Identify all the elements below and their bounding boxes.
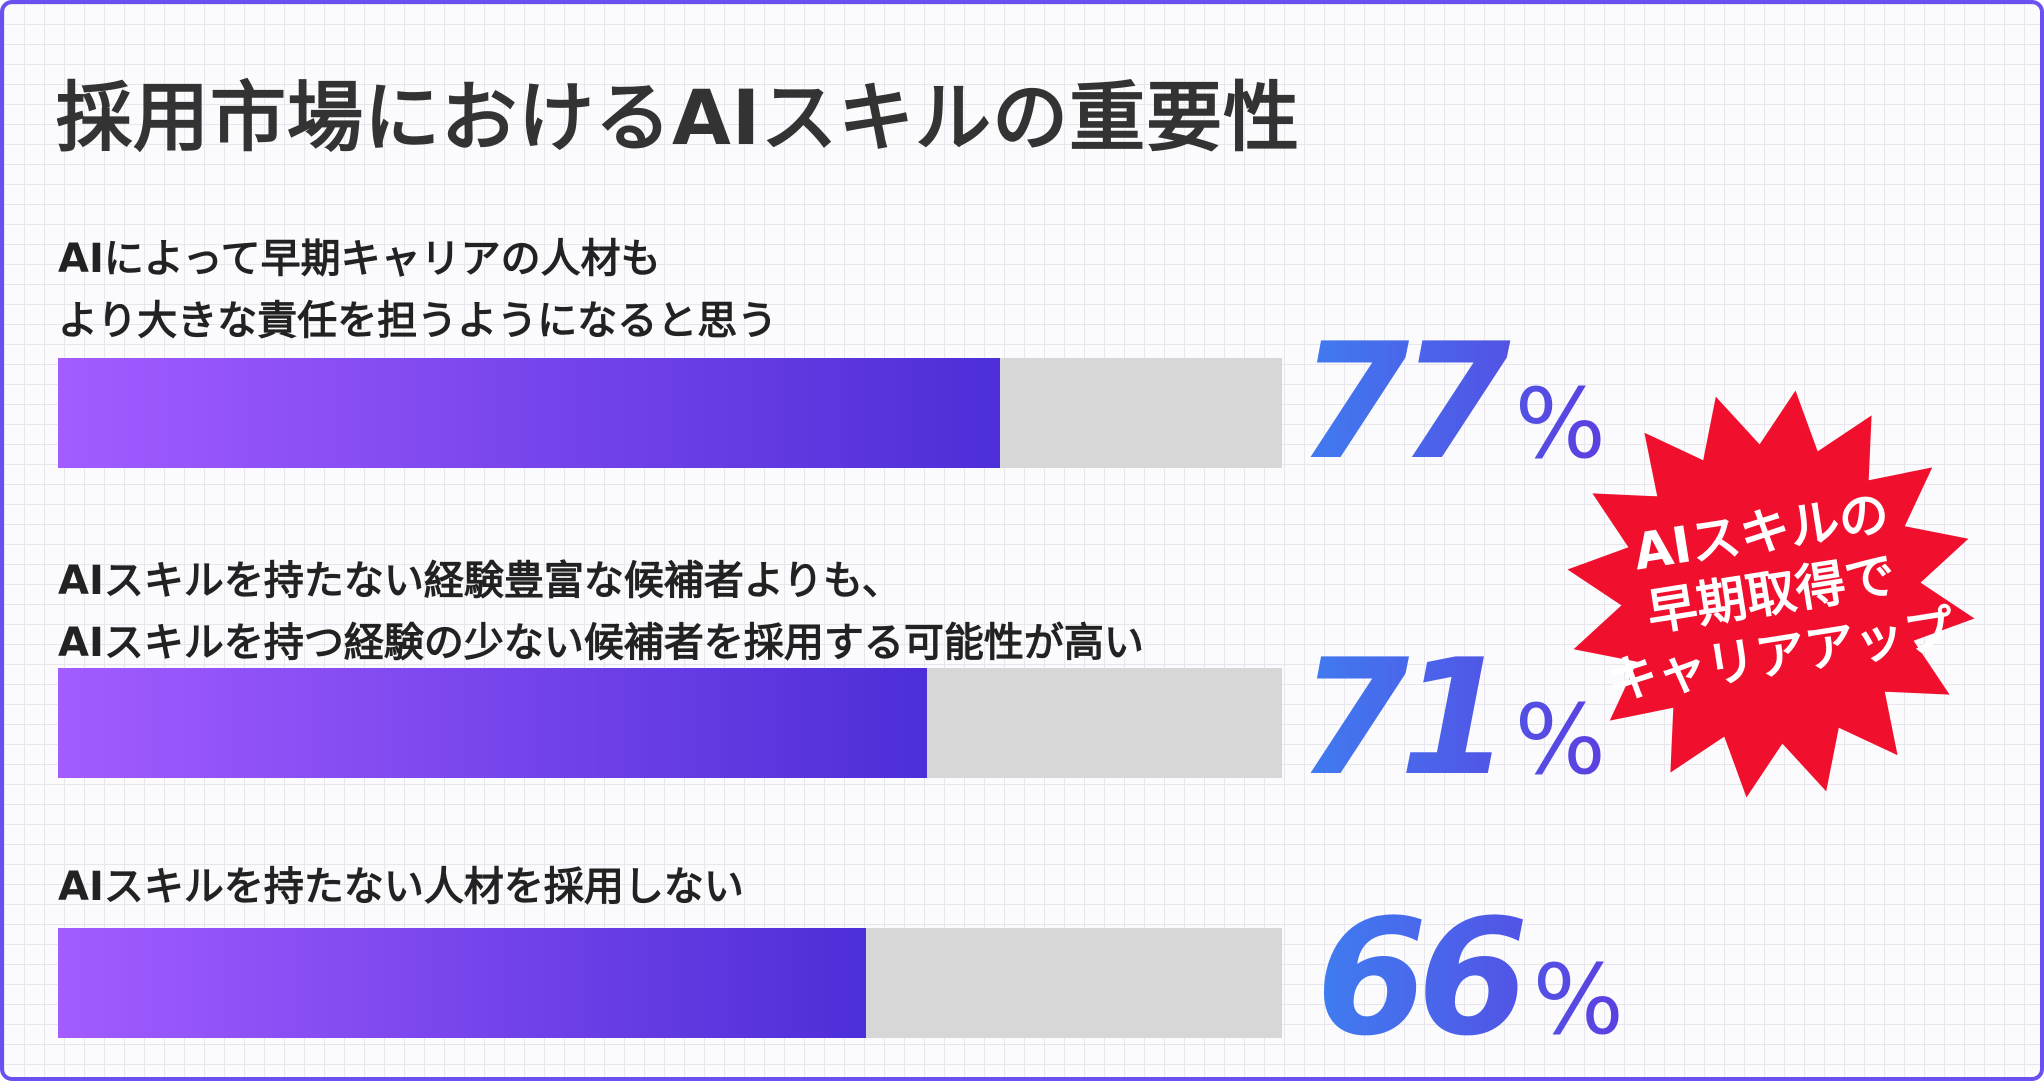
chart-title: 採用市場におけるAIスキルの重要性 (56, 73, 1301, 162)
badge-text: AIスキルの 早期取得で キャリアアップ (1526, 353, 2016, 835)
bar-label-2-line-1: AIスキルを持たない経験豊富な候補者よりも、 (58, 558, 902, 604)
bar-track-1 (58, 358, 1282, 468)
bar-value-3-number: 66 (1316, 884, 1519, 1071)
bar-track-3 (58, 928, 1282, 1038)
bar-label-1: AIによって早期キャリアの人材も より大きな責任を担うようになると思う (58, 228, 777, 352)
bar-value-1-number: 77 (1298, 308, 1501, 495)
bar-label-3-line-1: AIスキルを持たない人材を採用しない (58, 864, 744, 910)
bar-label-2: AIスキルを持たない経験豊富な候補者よりも、 AIスキルを持つ経験の少ない候補者… (58, 550, 1144, 674)
bar-value-3-unit: % (1532, 944, 1624, 1056)
bar-value-2-number: 71 (1298, 624, 1501, 811)
bar-value-3: 66% (1316, 898, 1624, 1058)
bar-fill-3 (58, 928, 866, 1038)
bar-label-2-line-2: AIスキルを持つ経験の少ない候補者を採用する可能性が高い (58, 620, 1144, 666)
starburst-shape (1567, 390, 1975, 798)
bar-fill-1 (58, 358, 1001, 468)
bar-fill-2 (58, 668, 928, 778)
bar-track-2 (58, 668, 1282, 778)
bar-label-3: AIスキルを持たない人材を採用しない (58, 856, 744, 918)
starburst-badge (1567, 390, 1975, 798)
bar-label-1-line-2: より大きな責任を担うようになると思う (58, 298, 778, 344)
bar-label-1-line-1: AIによって早期キャリアの人材も (58, 236, 661, 282)
